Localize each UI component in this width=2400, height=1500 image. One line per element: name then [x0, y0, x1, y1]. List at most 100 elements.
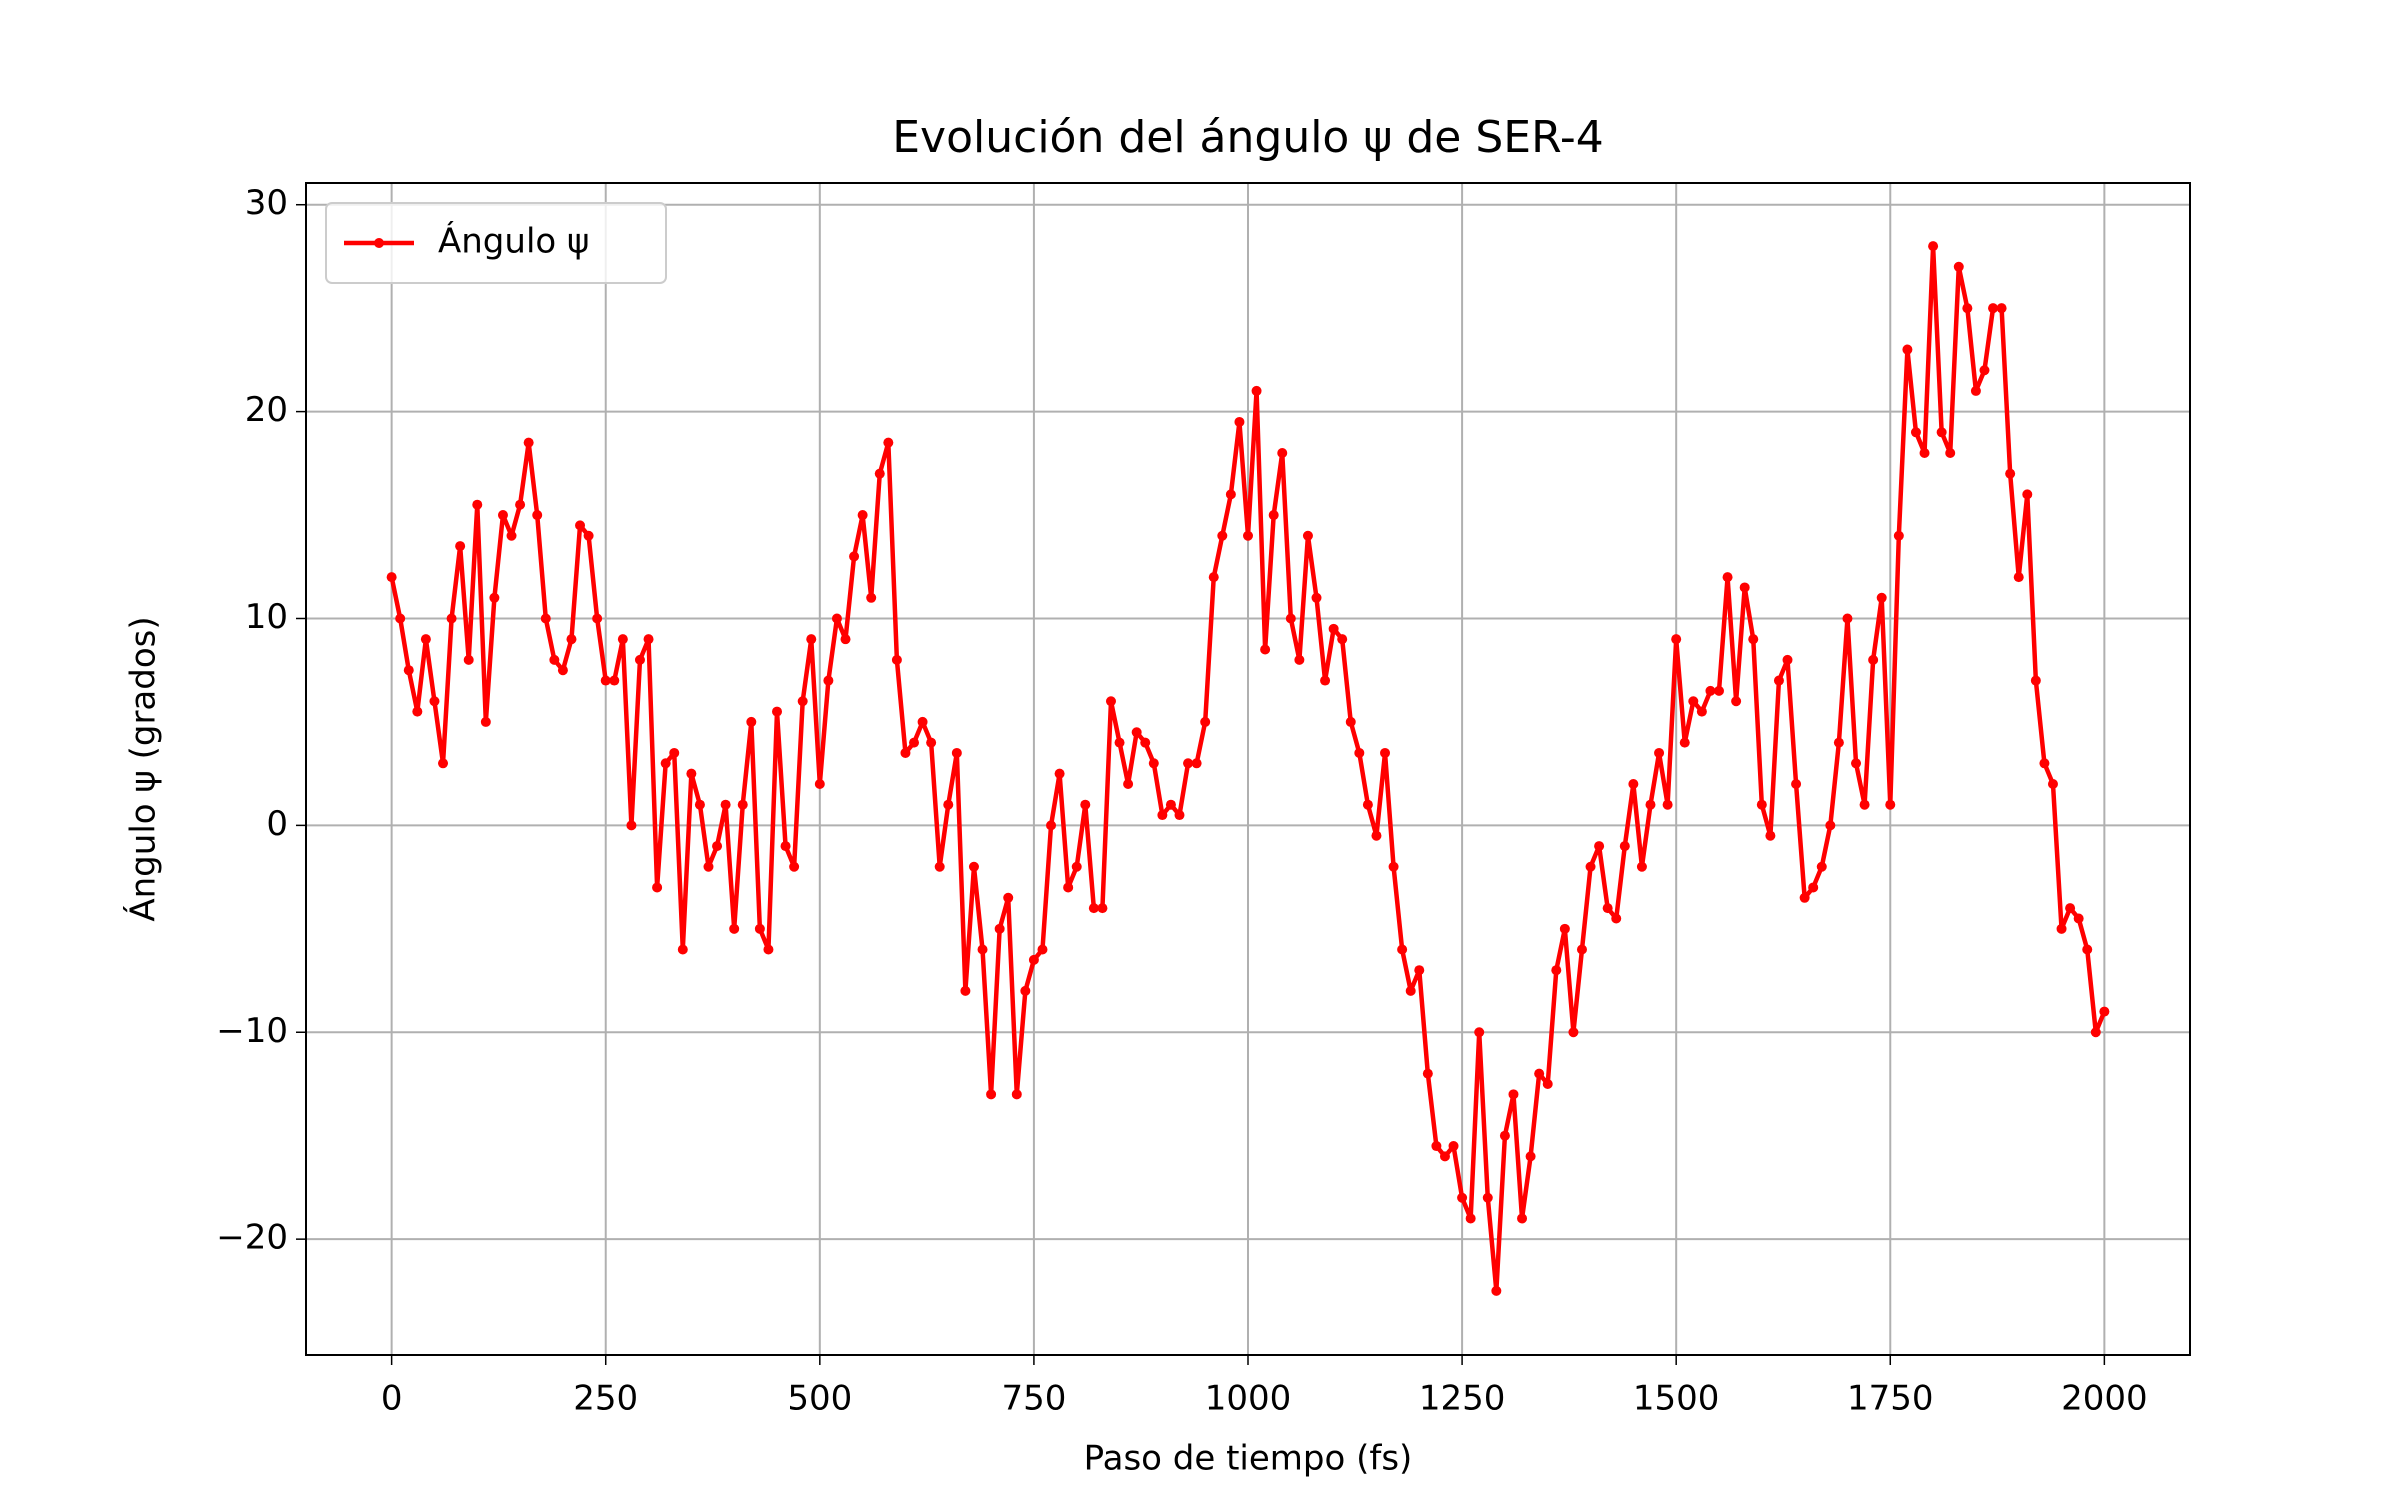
data-point [1448, 1141, 1459, 1152]
data-point [1397, 944, 1408, 955]
data-point [1320, 675, 1331, 686]
data-point [1054, 768, 1065, 779]
y-tick-label: 30 [245, 183, 288, 223]
data-point [1337, 634, 1348, 645]
data-point [951, 747, 962, 758]
data-point [1619, 841, 1630, 852]
data-point [1294, 654, 1305, 665]
data-point [1525, 1151, 1536, 1162]
data-point [2056, 923, 2067, 934]
data-point [1345, 716, 1356, 727]
data-point [917, 716, 928, 727]
data-point [960, 985, 971, 996]
data-point [1671, 634, 1682, 645]
data-point [1217, 530, 1228, 541]
data-point [1576, 944, 1587, 955]
data-point [583, 530, 594, 541]
data-point [395, 613, 406, 624]
data-point [643, 634, 654, 645]
x-tick-label: 1000 [1205, 1379, 1292, 1419]
data-point [463, 654, 474, 665]
x-tick-label: 2000 [2061, 1379, 2148, 1419]
data-point [1431, 1141, 1442, 1152]
x-tick-label: 1750 [1847, 1379, 1934, 1419]
data-point [1123, 778, 1134, 789]
plot-frame [305, 182, 2191, 1356]
data-point [1662, 799, 1673, 810]
data-point [789, 861, 800, 872]
data-point [1508, 1089, 1519, 1100]
data-point [823, 675, 834, 686]
data-point [1602, 903, 1613, 914]
data-point [1491, 1285, 1502, 1296]
data-point [1696, 706, 1707, 717]
data-point [1739, 582, 1750, 593]
data-point [2005, 468, 2016, 479]
data-point [746, 716, 757, 727]
data-point [772, 706, 782, 717]
data-point [1071, 861, 1082, 872]
data-point [515, 499, 526, 510]
data-point [2047, 778, 2058, 789]
y-tick-label: 20 [245, 390, 288, 430]
data-point [1714, 685, 1724, 696]
chart-title: Evolución del ángulo ψ de SER-4 [892, 112, 1603, 163]
data-point [1225, 489, 1236, 500]
data-point [1970, 385, 1981, 396]
data-point [1499, 1130, 1510, 1141]
data-point [1157, 810, 1168, 821]
data-point [831, 613, 842, 624]
data-point [609, 675, 620, 686]
data-point [1910, 427, 1921, 438]
data-point [1011, 1089, 1022, 1100]
legend-marker [374, 238, 384, 248]
legend-box [325, 202, 667, 284]
data-point [429, 696, 440, 707]
data-point [412, 706, 423, 717]
data-point [1996, 303, 2007, 314]
data-point [968, 861, 979, 872]
data-point [1105, 696, 1116, 707]
data-point [1302, 530, 1313, 541]
data-point [1080, 799, 1091, 810]
data-point [2022, 489, 2033, 500]
data-point [1183, 758, 1194, 769]
data-point [523, 437, 534, 448]
data-point [1688, 696, 1699, 707]
data-point [1457, 1192, 1468, 1203]
data-point [1628, 778, 1639, 789]
data-point [455, 541, 466, 552]
data-point [592, 613, 603, 624]
data-point [1285, 613, 1296, 624]
data-point [1585, 861, 1596, 872]
data-point [2082, 944, 2093, 955]
data-point [1885, 799, 1896, 810]
data-point [806, 634, 817, 645]
data-point [1851, 758, 1862, 769]
data-point [2039, 758, 2050, 769]
data-point [857, 510, 868, 521]
x-tick-label: 1250 [1419, 1379, 1506, 1419]
data-point [1791, 778, 1802, 789]
data-point [874, 468, 885, 479]
data-point [1191, 758, 1202, 769]
data-point [729, 923, 740, 934]
data-point [1234, 416, 1245, 427]
data-point [900, 747, 911, 758]
data-point [934, 861, 945, 872]
data-point [1705, 685, 1716, 696]
data-point [1722, 572, 1733, 583]
data-point [386, 572, 397, 583]
data-point [814, 778, 825, 789]
data-point [977, 944, 988, 955]
data-point [1020, 985, 1031, 996]
data-point [943, 799, 954, 810]
data-point [669, 747, 680, 758]
data-point [2065, 903, 2076, 914]
data-point [1165, 799, 1176, 810]
data-point [1799, 892, 1810, 903]
data-point [532, 510, 543, 521]
data-point [720, 799, 731, 810]
data-point [883, 437, 894, 448]
data-point [1200, 716, 1211, 727]
